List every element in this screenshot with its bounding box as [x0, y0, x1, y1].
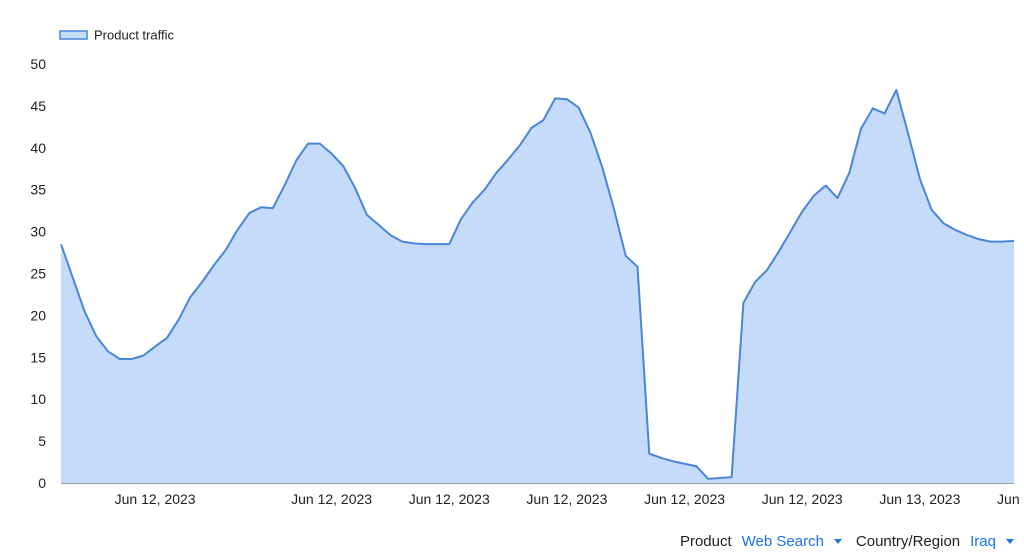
- product-value: Web Search: [741, 532, 824, 550]
- filter-bar: Product Web Search Country/Region Iraq: [680, 530, 1014, 552]
- y-tick-label: 35: [30, 182, 46, 198]
- y-tick-label: 10: [30, 391, 46, 407]
- x-tick-label: Jun 12, 2023: [291, 491, 372, 507]
- y-axis: 0 5 10 15 20 25 30 35 40 45 50: [30, 56, 1014, 491]
- series-line: [60, 88, 1015, 480]
- y-tick-label: 5: [38, 433, 46, 449]
- y-tick-label: 40: [30, 140, 46, 156]
- series-area: [61, 89, 1014, 483]
- chevron-down-icon: [833, 538, 842, 544]
- x-tick-label: Jun 12, 2023: [644, 491, 725, 507]
- region-label: Country/Region: [855, 532, 961, 550]
- y-tick-label: 45: [30, 98, 46, 114]
- x-tick-label: Jun 12, 2023: [115, 491, 196, 507]
- chevron-down-icon: [1006, 538, 1014, 544]
- y-tick-label: 15: [30, 349, 46, 365]
- y-tick-label: 25: [30, 266, 46, 282]
- legend-swatch: [59, 30, 88, 40]
- y-tick-label: 20: [30, 307, 46, 323]
- product-dropdown[interactable]: Web Search: [742, 533, 842, 550]
- x-tick-label: Jun 12, 2023: [409, 491, 490, 507]
- legend-label: Product traffic: [94, 28, 174, 43]
- x-tick-label: Jun 13, 2023: [997, 491, 1024, 507]
- x-tick-label: Jun 12, 2023: [762, 491, 843, 507]
- y-tick-label: 0: [38, 475, 46, 491]
- x-tick-label: Jun 12, 2023: [526, 491, 607, 507]
- legend[interactable]: Product traffic: [59, 28, 174, 43]
- product-label: Product: [679, 532, 732, 550]
- region-value: Iraq: [970, 532, 996, 550]
- y-tick-label: 50: [30, 56, 46, 72]
- region-dropdown[interactable]: Iraq: [970, 533, 1014, 550]
- x-axis: Jun 12, 2023 Jun 12, 2023 Jun 12, 2023 Jun …: [115, 491, 1024, 507]
- y-tick-label: 30: [30, 224, 46, 240]
- x-tick-label: Jun 13, 2023: [879, 491, 960, 507]
